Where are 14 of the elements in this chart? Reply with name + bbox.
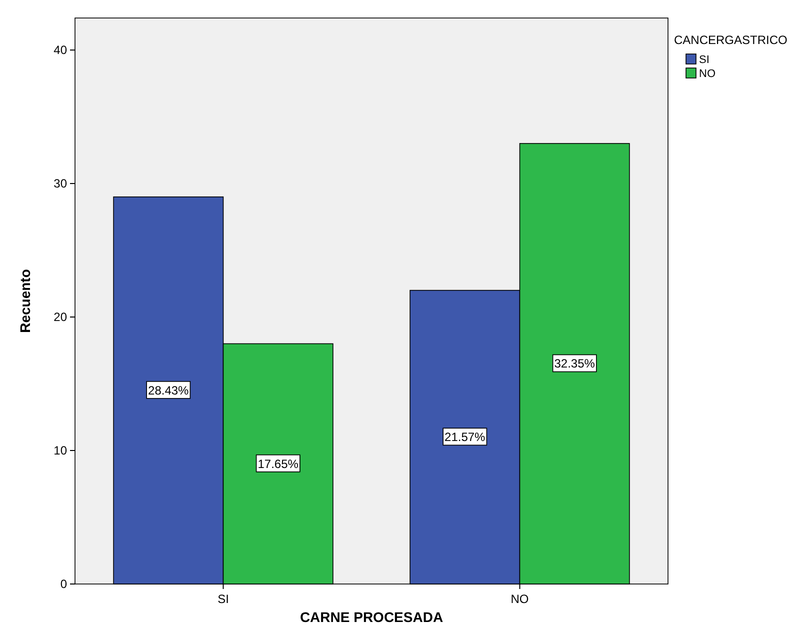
y-tick-label: 40 — [54, 43, 68, 58]
legend-label: NO — [699, 68, 716, 80]
y-tick-label: 0 — [60, 577, 68, 591]
y-tick-label: 30 — [54, 176, 68, 191]
annotation: 17.65% — [258, 456, 299, 471]
y-axis-title: Recuento — [17, 269, 33, 333]
annotation: 28.43% — [148, 383, 190, 398]
annotation: 21.57% — [444, 430, 486, 444]
x-axis-title: CARNE PROCESADA — [300, 609, 444, 625]
legend-title: CANCERGASTRICO — [674, 33, 788, 47]
y-tick-label: 20 — [54, 310, 68, 324]
legend-label: SI — [699, 54, 710, 66]
y-tick-label: 10 — [54, 444, 68, 458]
annotation: 32.35% — [554, 356, 596, 371]
